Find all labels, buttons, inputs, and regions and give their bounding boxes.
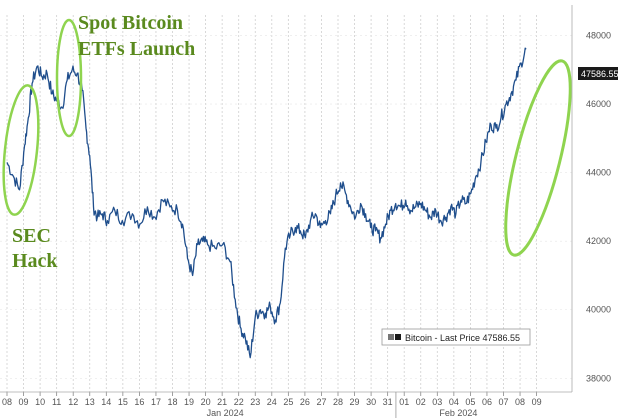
month-label: Feb 2024 <box>439 408 477 418</box>
legend-swatch <box>395 334 401 340</box>
x-tick-label: 20 <box>201 397 211 407</box>
x-tick-label: 08 <box>515 397 525 407</box>
recent-rally-highlight-ellipse <box>504 59 572 257</box>
x-tick-label: 28 <box>333 397 343 407</box>
grid <box>0 15 572 392</box>
legend: Bitcoin - Last Price 47586.55 <box>381 328 531 346</box>
bitcoin-price-line <box>6 47 527 359</box>
legend-entry: Bitcoin - Last Price 47586.55 <box>405 333 520 343</box>
y-tick-label: 48000 <box>586 31 611 41</box>
x-tick-label: 12 <box>68 397 78 407</box>
y-tick-label: 42000 <box>586 236 611 246</box>
x-tick-label: 05 <box>465 397 475 407</box>
x-axis: 08 09 10 11 12 13 14 15 16 17 18 19 20 21 22 23 24 25 26 27… <box>0 391 572 418</box>
x-tick-label: 11 <box>52 397 61 407</box>
x-tick-label: 29 <box>350 397 360 407</box>
etf-launch-highlight-ellipse <box>55 18 83 138</box>
x-tick-label: 03 <box>432 397 442 407</box>
x-tick-label: 24 <box>267 397 277 407</box>
sec-annotation-line-1: SEC <box>12 225 51 247</box>
last-price-value: 47586.55 <box>581 69 619 79</box>
x-tick-label: 09 <box>19 397 29 407</box>
sec-hack-highlight-ellipse <box>2 84 40 216</box>
x-tick-label: 19 <box>184 397 194 407</box>
x-tick-label: 23 <box>250 397 260 407</box>
x-tick-label: 04 <box>449 397 459 407</box>
y-tick-label: 46000 <box>586 99 611 109</box>
x-tick-label: 02 <box>416 397 426 407</box>
x-tick-label: 16 <box>134 397 144 407</box>
x-tick-label: 14 <box>101 397 111 407</box>
etf-annotation-line-2: ETFs Launch <box>78 38 195 60</box>
x-tick-label: 07 <box>498 397 508 407</box>
x-tick-label: 18 <box>167 397 177 407</box>
x-tick-label: 08 <box>2 397 12 407</box>
x-tick-label: 31 <box>383 397 393 407</box>
x-tick-label: 25 <box>283 397 293 407</box>
last-price-tag: 47586.55 <box>578 67 619 80</box>
x-tick-label: 13 <box>85 397 95 407</box>
etf-annotation-line-1: Spot Bitcoin <box>78 12 183 34</box>
x-tick-label: 22 <box>234 397 244 407</box>
y-tick-label: 44000 <box>586 168 611 178</box>
x-tick-label: 27 <box>316 397 326 407</box>
plot-area <box>6 47 527 359</box>
y-tick-label: 38000 <box>586 373 611 383</box>
x-tick-label: 09 <box>532 397 542 407</box>
x-tick-label: 01 <box>399 397 409 407</box>
y-axis: 38000 40000 42000 44000 46000 48000 <box>571 5 611 392</box>
x-tick-label: 06 <box>482 397 492 407</box>
month-label: Jan 2024 <box>207 408 244 418</box>
legend-box <box>381 328 531 346</box>
x-tick-label: 26 <box>300 397 310 407</box>
y-tick-label: 40000 <box>586 305 611 315</box>
sec-annotation-line-2: Hack <box>12 250 58 272</box>
last-price-tag-bg <box>578 67 618 80</box>
x-tick-label: 30 <box>366 397 376 407</box>
x-tick-label: 15 <box>118 397 128 407</box>
legend-swatch-outline <box>388 334 394 340</box>
x-tick-label: 17 <box>151 397 161 407</box>
x-tick-label: 21 <box>217 397 227 407</box>
x-tick-label: 10 <box>35 397 45 407</box>
